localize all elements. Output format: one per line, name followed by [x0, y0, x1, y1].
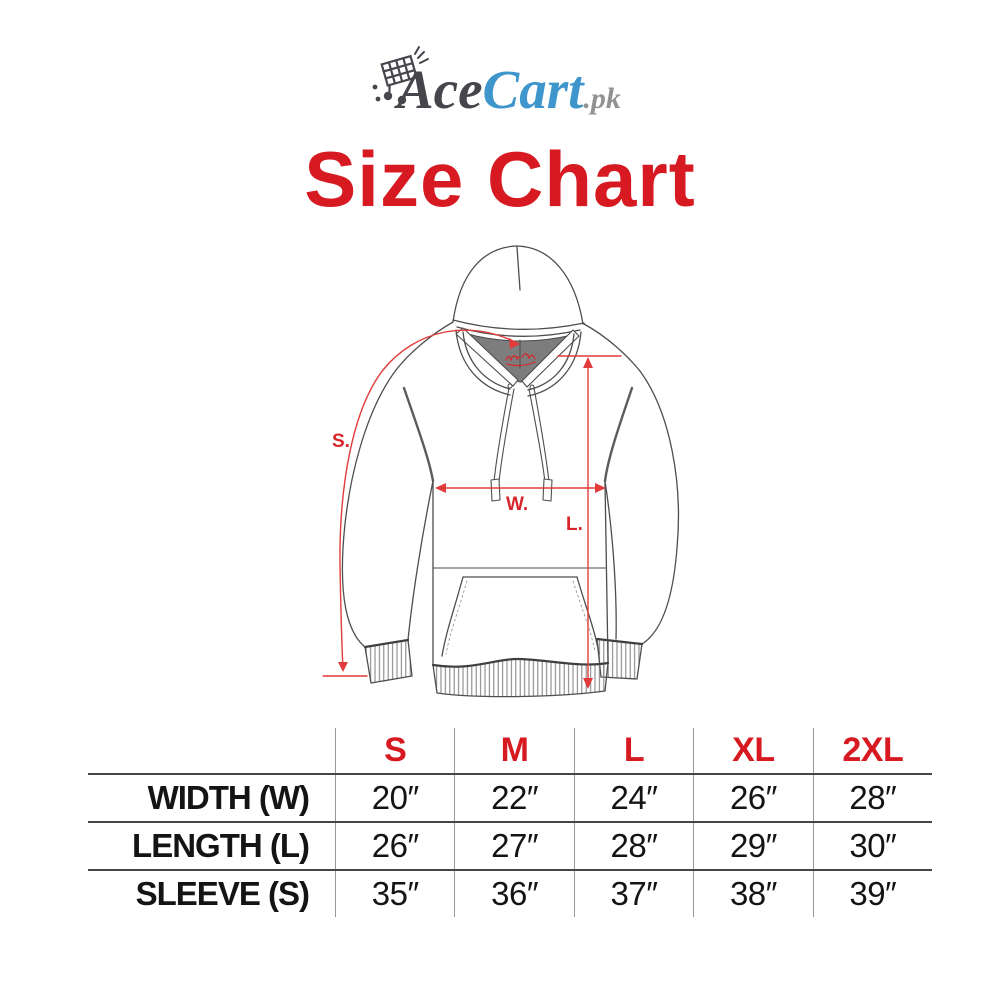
row-label-sleeve: SLEEVE (S) [135, 875, 310, 912]
size-column-header-xl: XL [693, 728, 812, 773]
width-value-2xl: 28″ [812, 775, 932, 821]
sleeve-label: S. [332, 431, 350, 452]
sleeve-value-l: 37″ [573, 871, 693, 917]
table-row-sleeve: SLEEVE (S) 35″ 36″ 37″ 38″ 39″ [88, 869, 932, 917]
row-label-length: LENGTH (L) [132, 827, 310, 864]
table-corner-cell [88, 728, 335, 773]
row-label-width: WIDTH (W) [147, 779, 310, 816]
body [432, 480, 609, 666]
logo-text-tld: .pk [583, 82, 621, 115]
hood [452, 245, 585, 337]
table-row-length: LENGTH (L) 26″ 27″ 28″ 29″ 30″ [88, 821, 932, 869]
hem-ribbing [431, 657, 610, 698]
size-table: S M L XL 2XL WIDTH (W) 20″ 22″ 24″ 26″ 2… [88, 728, 932, 917]
width-measure-line [435, 483, 606, 493]
hoodie-outline [341, 245, 680, 698]
width-label: W. [506, 494, 528, 515]
collar [455, 329, 582, 397]
kangaroo-pocket [441, 576, 600, 657]
sleeve-value-xl: 38″ [693, 871, 812, 917]
width-value-xl: 26″ [693, 775, 812, 821]
acecart-logo: AceCart.pk [0, 0, 1000, 130]
length-value-xl: 29″ [693, 823, 812, 869]
sleeve-value-2xl: 39″ [812, 871, 932, 917]
width-value-l: 24″ [573, 775, 693, 821]
left-sleeve [341, 369, 435, 684]
hoodie-measurement-diagram: S. W. L. [322, 245, 680, 698]
shopping-cart-icon [372, 46, 429, 105]
length-label: L. [566, 514, 583, 535]
drawstrings [490, 383, 553, 502]
sleeve-value-s: 35″ [335, 871, 454, 917]
width-value-s: 20″ [335, 775, 454, 821]
table-row-width: WIDTH (W) 20″ 22″ 24″ 26″ 28″ [88, 773, 932, 821]
measurement-lines [322, 329, 622, 689]
size-column-header-s: S [335, 728, 454, 773]
sleeve-measure-line [322, 329, 520, 677]
length-value-m: 27″ [454, 823, 573, 869]
size-column-header-l: L [573, 728, 693, 773]
width-value-m: 22″ [454, 775, 573, 821]
right-sleeve [595, 370, 680, 680]
size-column-header-m: M [454, 728, 573, 773]
sleeve-value-m: 36″ [454, 871, 573, 917]
logo-text-ace: Ace [397, 59, 483, 120]
length-value-2xl: 30″ [812, 823, 932, 869]
logo-wordmark: AceCart.pk [397, 62, 621, 126]
page-title: Size Chart [304, 135, 696, 223]
length-value-l: 28″ [573, 823, 693, 869]
logo-text-cart: Cart [482, 59, 584, 120]
size-table-header-row: S M L XL 2XL [88, 728, 932, 773]
size-column-header-2xl: 2XL [812, 728, 932, 773]
hood-brand-signature [505, 353, 536, 367]
length-measure-line [557, 355, 622, 689]
length-value-s: 26″ [335, 823, 454, 869]
